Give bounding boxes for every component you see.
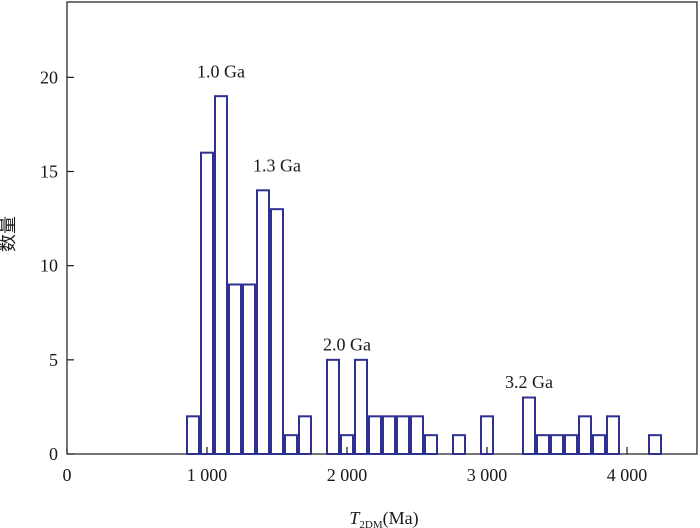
peak-annotations: 1.0 Ga 1.3 Ga 2.0 Ga 3.2 Ga [197, 61, 553, 392]
x-tick-label: 3 000 [467, 465, 508, 485]
histogram-bar [200, 151, 214, 455]
plot-frame [66, 1, 698, 455]
x-axis-ticks: 0 1 000 2 000 3 000 4 000 [63, 447, 648, 485]
x-axis-label-unit: (Ma) [383, 508, 419, 528]
peak-annotation: 1.0 Ga [197, 61, 245, 81]
y-tick-label: 15 [40, 162, 58, 182]
histogram-bar [648, 434, 662, 456]
histogram-bar [550, 434, 564, 456]
y-tick-label: 0 [49, 444, 58, 464]
histogram-bar [270, 208, 284, 455]
histogram-bar [606, 415, 620, 455]
x-tick-label: 2 000 [327, 465, 368, 485]
peak-annotation: 2.0 Ga [323, 334, 371, 354]
y-axis-ticks: 0 5 10 15 20 [40, 67, 74, 464]
x-axis-label-sub: 2DM [359, 519, 382, 528]
histogram-bar [256, 189, 270, 456]
histogram-bar [368, 415, 382, 455]
x-tick-label: 1 000 [187, 465, 228, 485]
x-tick-label: 4 000 [607, 465, 648, 485]
histogram-bar [410, 415, 424, 455]
histogram-bar [228, 283, 242, 455]
peak-annotation: 3.2 Ga [505, 372, 553, 392]
histogram-bar [522, 396, 536, 455]
histogram-bar [592, 434, 606, 456]
histogram-bar [186, 415, 200, 455]
histogram-bar [578, 415, 592, 455]
histogram-bar [214, 95, 228, 455]
histogram-bar [354, 358, 368, 455]
histogram-bar [298, 415, 312, 455]
histogram-bar [536, 434, 550, 456]
y-tick-label: 20 [40, 67, 58, 87]
histogram-bar [452, 434, 466, 456]
x-axis-label-main: T [349, 508, 361, 528]
y-tick-label: 5 [49, 350, 58, 370]
histogram-bar [326, 358, 340, 455]
bars-layer [186, 95, 662, 456]
histogram-bar [382, 415, 396, 455]
histogram-bar [424, 434, 438, 456]
histogram-bar [242, 283, 256, 455]
histogram-bar [396, 415, 410, 455]
histogram-bar [564, 434, 578, 456]
x-axis-label: T2DM(Ma) [349, 508, 418, 528]
x-tick-label: 0 [63, 465, 72, 485]
y-axis-label: 数量 [0, 216, 18, 252]
histogram-bar [284, 434, 298, 456]
y-tick-label: 10 [40, 256, 58, 276]
peak-annotation: 1.3 Ga [253, 156, 301, 176]
